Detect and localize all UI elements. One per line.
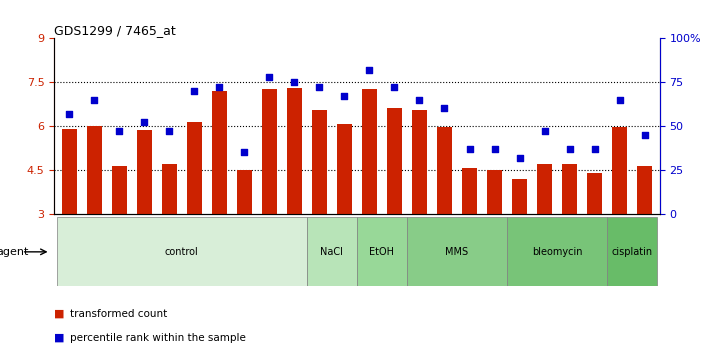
Point bbox=[239, 150, 250, 155]
Bar bbox=[462, 168, 477, 214]
Bar bbox=[56, 217, 307, 286]
Text: agent: agent bbox=[0, 247, 29, 257]
Point bbox=[89, 97, 100, 102]
Point bbox=[363, 67, 375, 72]
Point bbox=[314, 85, 325, 90]
Bar bbox=[287, 88, 302, 214]
Bar bbox=[312, 110, 327, 214]
Bar bbox=[357, 217, 407, 286]
Point bbox=[489, 146, 500, 151]
Bar bbox=[437, 127, 452, 214]
Bar bbox=[262, 89, 277, 214]
Bar bbox=[307, 217, 357, 286]
Point bbox=[589, 146, 601, 151]
Point bbox=[339, 93, 350, 99]
Bar bbox=[612, 127, 627, 214]
Point bbox=[438, 106, 450, 111]
Point bbox=[539, 128, 550, 134]
Point bbox=[63, 111, 75, 116]
Text: GDS1299 / 7465_at: GDS1299 / 7465_at bbox=[54, 24, 176, 37]
Bar bbox=[212, 91, 227, 214]
Point bbox=[389, 85, 400, 90]
Point bbox=[514, 155, 526, 160]
Bar bbox=[87, 126, 102, 214]
Bar bbox=[507, 217, 607, 286]
Bar bbox=[337, 125, 352, 214]
Point bbox=[113, 128, 125, 134]
Text: bleomycin: bleomycin bbox=[532, 247, 583, 257]
Text: transformed count: transformed count bbox=[70, 309, 167, 319]
Bar bbox=[137, 130, 151, 214]
Point bbox=[213, 85, 225, 90]
Bar bbox=[407, 217, 507, 286]
Bar bbox=[487, 170, 502, 214]
Text: EtOH: EtOH bbox=[369, 247, 394, 257]
Bar bbox=[537, 164, 552, 214]
Bar bbox=[412, 110, 427, 214]
Point bbox=[564, 146, 575, 151]
Bar bbox=[236, 170, 252, 214]
Bar bbox=[637, 166, 653, 214]
Bar bbox=[162, 164, 177, 214]
Text: MMS: MMS bbox=[446, 247, 469, 257]
Text: ■: ■ bbox=[54, 333, 65, 343]
Bar bbox=[61, 129, 76, 214]
Bar bbox=[387, 108, 402, 214]
Point bbox=[138, 120, 150, 125]
Point bbox=[288, 79, 300, 85]
Point bbox=[188, 88, 200, 93]
Text: control: control bbox=[165, 247, 198, 257]
Bar bbox=[187, 121, 202, 214]
Bar bbox=[607, 217, 658, 286]
Bar bbox=[362, 89, 377, 214]
Point bbox=[164, 128, 175, 134]
Bar bbox=[112, 166, 127, 214]
Point bbox=[614, 97, 625, 102]
Bar bbox=[512, 179, 527, 214]
Point bbox=[414, 97, 425, 102]
Point bbox=[639, 132, 650, 137]
Text: percentile rank within the sample: percentile rank within the sample bbox=[70, 333, 246, 343]
Text: cisplatin: cisplatin bbox=[611, 247, 653, 257]
Text: NaCl: NaCl bbox=[320, 247, 343, 257]
Bar bbox=[562, 164, 577, 214]
Point bbox=[264, 74, 275, 79]
Bar bbox=[587, 173, 602, 214]
Point bbox=[464, 146, 475, 151]
Text: ■: ■ bbox=[54, 309, 65, 319]
